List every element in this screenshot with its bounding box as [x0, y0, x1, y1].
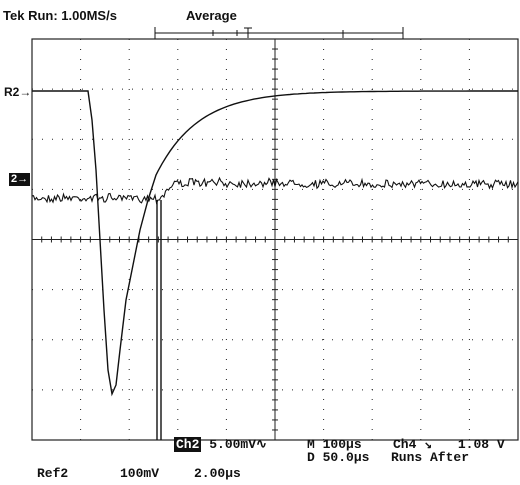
- trigger-level: 1.08 V: [457, 437, 505, 452]
- ch2-scale: 5.00mV: [209, 437, 257, 452]
- brand-label: Tek: [3, 8, 25, 23]
- acquisition-mode-label: Average: [186, 8, 237, 23]
- trigger-readout: Ch4 ↘ 1.08 V: [393, 437, 505, 452]
- delay-readout: D 50.0µs: [307, 450, 370, 465]
- ref2-label: Ref2: [37, 466, 69, 481]
- ch2-waveform: [31, 176, 519, 205]
- delay-time: 50.0µs: [322, 450, 370, 465]
- ch2-label: Ch2: [174, 437, 202, 452]
- status-line: Tek Run: 1.00MS/s: [3, 8, 117, 23]
- main-timebase: 100µs: [322, 437, 362, 452]
- ref2-waveform: [32, 90, 518, 397]
- coupling-icon: ∿: [256, 437, 267, 452]
- graticule: [31, 38, 519, 441]
- trigger-edge-lines: [156, 200, 162, 440]
- ref2-marker[interactable]: R2→: [4, 85, 32, 99]
- trigger-mode: Runs After: [391, 450, 470, 465]
- sample-rate-label: 1.00MS/s: [61, 8, 117, 23]
- ref2-timebase: 2.00µs: [194, 466, 241, 481]
- ch2-readout: Ch2 5.00mV∿: [174, 437, 267, 452]
- ref2-volts: 100mV: [120, 466, 160, 481]
- run-state-label: Run:: [28, 8, 58, 23]
- record-bar: [154, 27, 404, 39]
- main-timebase-readout: M 100µs: [307, 437, 362, 452]
- trigger-source: Ch4: [393, 437, 417, 452]
- trigger-slope-icon: ↘: [424, 437, 433, 452]
- ch2-marker[interactable]: 2→: [9, 173, 31, 186]
